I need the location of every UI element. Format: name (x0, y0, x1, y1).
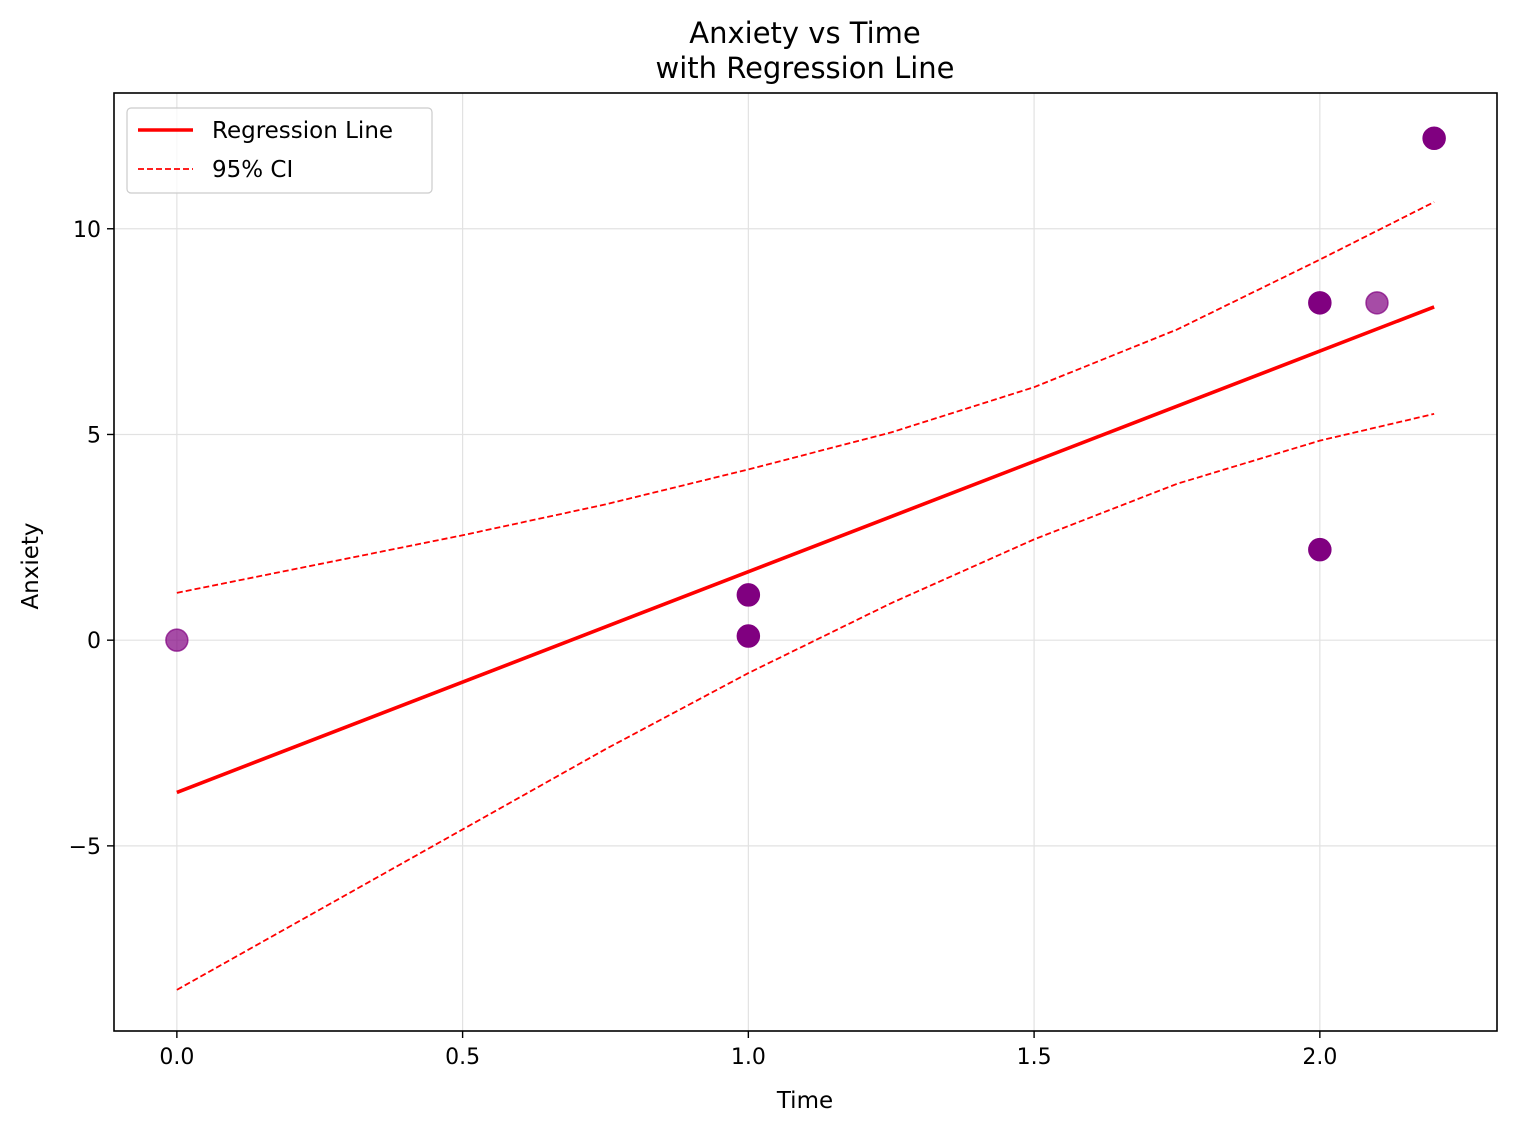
x-tick-label: 1.0 (731, 1045, 766, 1070)
x-tick-label: 2.0 (1302, 1045, 1337, 1070)
data-point (1308, 537, 1332, 562)
x-tick-label: 1.5 (1017, 1045, 1052, 1070)
legend: Regression Line 95% CI (126, 107, 433, 194)
legend-label-ci: 95% CI (212, 157, 293, 183)
plot-frame (113, 92, 1498, 1032)
ci-lines (176, 201, 1435, 991)
grid (114, 93, 1497, 1031)
data-point (1365, 291, 1389, 315)
data-point (1422, 126, 1446, 151)
regression-line (176, 305, 1435, 795)
data-point (165, 628, 189, 652)
regression-line-layer (176, 305, 1435, 795)
chart-subtitle: with Regression Line (655, 51, 954, 85)
data-points (165, 126, 1446, 652)
y-tick-label: 5 (87, 423, 101, 448)
axis-ticks: 0.0 0.5 1.0 1.5 2.0 −5 0 5 10 (69, 218, 1338, 1070)
legend-label-regression: Regression Line (212, 118, 393, 144)
y-axis-label: Anxiety (18, 522, 44, 609)
ci-upper-line (176, 201, 1435, 594)
x-tick-label: 0.5 (445, 1045, 480, 1070)
x-tick-label: 0.0 (159, 1045, 194, 1070)
y-tick-label: 10 (73, 218, 101, 243)
data-point (1308, 291, 1332, 315)
y-tick-label: 0 (87, 629, 101, 654)
ci-lower-line (176, 413, 1435, 991)
chart-title: Anxiety vs Time (689, 16, 921, 50)
y-tick-label: −5 (69, 835, 101, 860)
data-point (736, 583, 761, 607)
data-point (736, 624, 761, 648)
legend-box (126, 107, 433, 194)
x-axis-label: Time (776, 1088, 833, 1114)
